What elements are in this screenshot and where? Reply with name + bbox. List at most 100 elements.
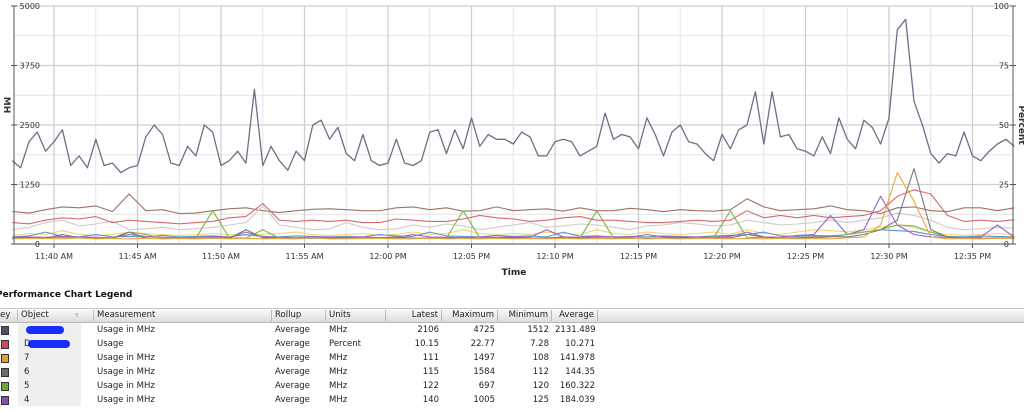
column-header-latest[interactable]: Latest [386, 310, 442, 321]
legend-latest: 111 [422, 353, 439, 363]
column-header-minimum[interactable]: Minimum [498, 310, 552, 321]
legend-latest: 115 [422, 367, 439, 377]
column-header-average[interactable]: Average [552, 310, 598, 321]
color-swatch-icon [1, 340, 9, 349]
y-right-tick-label: 50 [999, 121, 1009, 130]
y-left-tick-label: 2500 [20, 121, 40, 130]
legend-row[interactable]: 6 Usage in MHz Average MHz 115 1584 112 144.35 [0, 365, 1024, 379]
legend-table: Key Object ▿ Measurement Rollup Units La… [0, 308, 1024, 407]
redaction-mark [28, 340, 70, 348]
legend-rollup: Average [275, 395, 310, 405]
x-tick-label: 12:20 PM [703, 252, 740, 261]
y-left-tick-label: 1250 [20, 181, 40, 190]
color-swatch-icon [1, 354, 9, 363]
column-header-rollup[interactable]: Rollup [272, 310, 326, 321]
x-tick-label: 12:25 PM [787, 252, 824, 261]
legend-units: MHz [329, 395, 348, 405]
legend-row[interactable]: Usage in MHz Average MHz 2106 4725 1512 2131.4… [0, 323, 1024, 337]
color-swatch-icon [1, 382, 9, 391]
legend-units: MHz [329, 353, 348, 363]
legend-average: 141.978 [559, 353, 595, 363]
column-header-object[interactable]: Object [18, 310, 94, 321]
y-right-tick-label: 75 [999, 62, 1009, 71]
series-key-swatch [0, 365, 14, 379]
legend-row[interactable]: 7 Usage in MHz Average MHz 111 1497 108 141.978 [0, 351, 1024, 365]
series-key-swatch [0, 351, 14, 365]
legend-maximum: 697 [478, 381, 495, 391]
x-tick-label: 12:05 PM [453, 252, 490, 261]
legend-row[interactable]: 5 Usage in MHz Average MHz 122 697 120 160.322 [0, 379, 1024, 393]
legend-object: 7 [24, 353, 30, 363]
legend-latest: 122 [422, 381, 439, 391]
series-line-0 [11, 18, 1015, 174]
series-line-2 [12, 172, 1015, 240]
series-line-1 [12, 189, 1015, 225]
legend-object: 6 [24, 367, 30, 377]
object-column-background [18, 322, 81, 406]
legend-minimum: 7.28 [530, 339, 549, 349]
legend-latest: 10.15 [414, 339, 439, 349]
x-tick-label: 12:30 PM [870, 252, 907, 261]
legend-title: Performance Chart Legend [0, 290, 133, 300]
y-left-tick-label: 0 [35, 240, 40, 249]
series-key-swatch [0, 379, 14, 393]
x-tick-label: 12:15 PM [620, 252, 657, 261]
column-header-units[interactable]: Units [326, 310, 386, 321]
legend-maximum: 1005 [473, 395, 495, 405]
y-right-tick-label: 100 [994, 2, 1009, 11]
legend-table-header: Key Object ▿ Measurement Rollup Units La… [0, 308, 1024, 323]
legend-object: 4 [24, 395, 30, 405]
x-tick-label: 12:00 PM [369, 252, 406, 261]
column-header-measurement[interactable]: Measurement [94, 310, 272, 321]
legend-rows: Usage in MHz Average MHz 2106 4725 1512 2131.4… [0, 323, 1024, 407]
color-swatch-icon [1, 326, 9, 335]
legend-measurement: Usage in MHz [97, 353, 155, 363]
legend-average: 144.35 [565, 367, 595, 377]
sort-descending-icon[interactable]: ▿ [75, 311, 79, 319]
series-line-6 [12, 193, 1015, 215]
legend-latest: 2106 [417, 325, 439, 335]
legend-minimum: 1512 [527, 325, 549, 335]
column-header-key[interactable]: Key [0, 310, 18, 321]
legend-rollup: Average [275, 353, 310, 363]
legend-average: 160.322 [559, 381, 595, 391]
y-axis-left-label: MH [1, 97, 11, 114]
x-tick-label: 11:55 AM [286, 252, 324, 261]
legend-minimum: 112 [532, 367, 549, 377]
legend-measurement: Usage in MHz [97, 367, 155, 377]
legend-rollup: Average [275, 325, 310, 335]
series-key-swatch [0, 323, 14, 337]
legend-maximum: 22.77 [470, 339, 495, 349]
series-key-swatch [0, 337, 14, 351]
legend-rollup: Average [275, 339, 310, 349]
series-line-8 [12, 224, 1015, 236]
legend-average: 2131.489 [555, 325, 596, 335]
redaction-mark [26, 326, 64, 334]
x-tick-label: 11:50 AM [202, 252, 240, 261]
legend-object: 5 [24, 381, 30, 391]
legend-measurement: Usage [97, 339, 124, 349]
x-axis-label: Time [502, 268, 527, 278]
legend-units: Percent [329, 339, 361, 349]
y-right-tick-label: 25 [999, 181, 1009, 190]
legend-minimum: 125 [532, 395, 549, 405]
x-tick-label: 12:10 PM [536, 252, 573, 261]
legend-row[interactable]: D Usage Average Percent 10.15 22.77 7.28 10.271 [0, 337, 1024, 351]
y-left-tick-label: 5000 [20, 2, 40, 11]
legend-average: 184.039 [559, 395, 595, 405]
chart-series [11, 18, 1015, 240]
legend-rollup: Average [275, 381, 310, 391]
legend-measurement: Usage in MHz [97, 325, 155, 335]
legend-maximum: 4725 [473, 325, 495, 335]
x-tick-label: 11:45 AM [119, 252, 157, 261]
legend-maximum: 1497 [473, 353, 495, 363]
legend-object: D [24, 339, 31, 349]
column-header-maximum[interactable]: Maximum [442, 310, 498, 321]
legend-measurement: Usage in MHz [97, 381, 155, 391]
legend-latest: 140 [422, 395, 439, 405]
legend-row[interactable]: 4 Usage in MHz Average MHz 140 1005 125 184.039 [0, 393, 1024, 407]
x-tick-label: 11:40 AM [35, 252, 73, 261]
y-right-tick-label: 0 [1004, 240, 1009, 249]
legend-units: MHz [329, 381, 348, 391]
legend-object [21, 323, 91, 337]
